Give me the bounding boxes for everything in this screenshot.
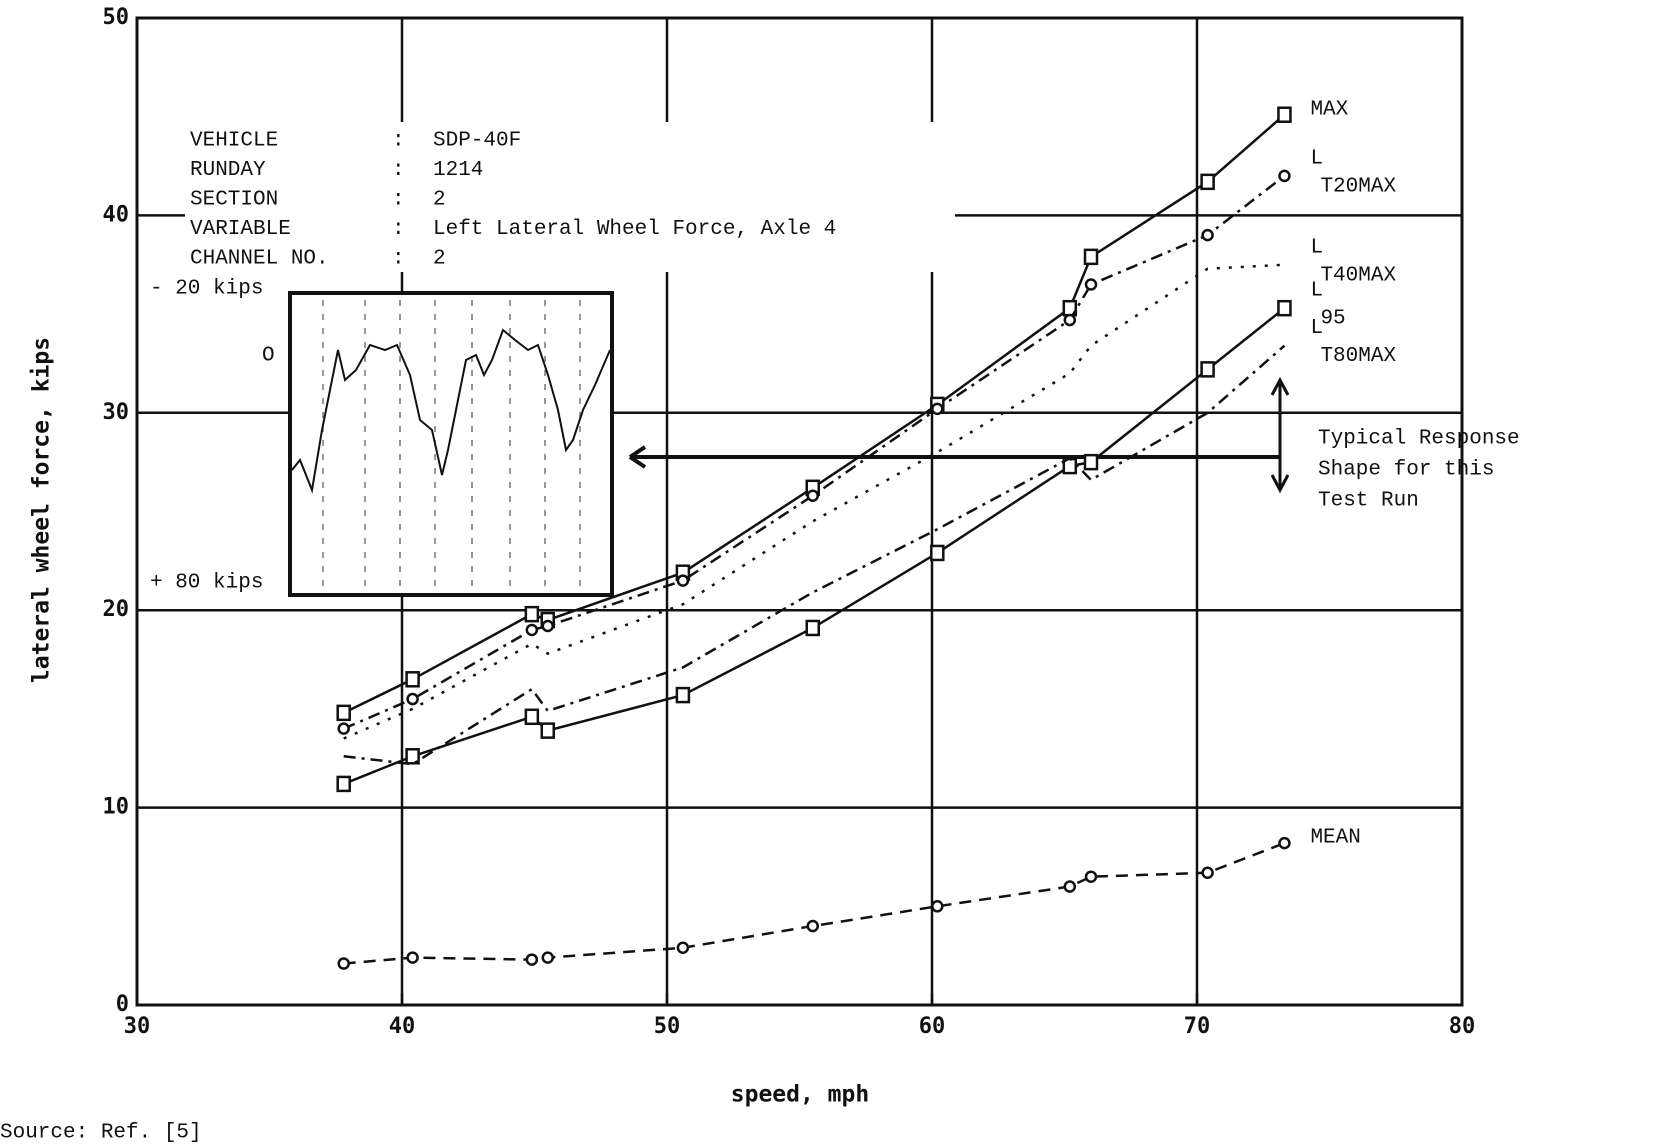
inset-label: O	[262, 345, 275, 368]
point	[407, 672, 419, 686]
point	[1085, 455, 1097, 469]
point	[526, 710, 538, 724]
point	[1065, 882, 1075, 892]
x-tick-label: 80	[1449, 1014, 1476, 1039]
point	[932, 901, 942, 911]
info-value: SDP-40F	[433, 130, 521, 153]
point	[543, 621, 553, 631]
point	[527, 955, 537, 965]
x-tick-label: 30	[124, 1014, 151, 1039]
legend-label: MAX	[1310, 98, 1348, 121]
legend-subscript: T80MAX	[1320, 345, 1396, 368]
chart: speed, mph lateral wheel force, kips - 2…	[0, 0, 1658, 1145]
point	[678, 576, 688, 586]
range-arrow	[1272, 380, 1288, 490]
x-tick-label: 70	[1184, 1014, 1211, 1039]
point	[678, 943, 688, 953]
info-label: SECTION	[190, 189, 278, 212]
legend-label: L	[1310, 280, 1323, 303]
point	[808, 921, 818, 931]
y-axis-label: lateral wheel force, kips	[29, 337, 55, 683]
info-separator: :	[392, 218, 405, 241]
legend-subscript: T20MAX	[1320, 175, 1396, 198]
legend-subscript: 95	[1320, 308, 1345, 331]
point	[1085, 250, 1097, 264]
point	[527, 625, 537, 635]
x-tick-label: 40	[389, 1014, 416, 1039]
legend-label: L	[1310, 236, 1323, 259]
x-tick-label: 60	[919, 1014, 946, 1039]
info-separator: :	[392, 130, 405, 153]
x-axis-label: speed, mph	[731, 1082, 869, 1108]
inset-box	[290, 293, 612, 595]
point	[1065, 315, 1075, 325]
inset-label: + 80 kips	[150, 572, 263, 595]
response-arrow	[630, 447, 1280, 467]
point	[1086, 279, 1096, 289]
point	[1202, 175, 1214, 189]
inset-label: - 20 kips	[150, 278, 263, 301]
info-value: Left Lateral Wheel Force, Axle 4	[433, 218, 836, 241]
info-label: VARIABLE	[190, 218, 291, 241]
series-line	[344, 843, 1285, 963]
info-value: 1214	[433, 159, 483, 182]
point	[339, 959, 349, 969]
info-separator: :	[392, 159, 405, 182]
y-tick-label: 40	[103, 202, 130, 227]
point	[1278, 301, 1290, 315]
x-tick-label: 50	[654, 1014, 681, 1039]
info-label: VEHICLE	[190, 130, 278, 153]
point	[677, 688, 689, 702]
point	[931, 546, 943, 560]
point	[1086, 872, 1096, 882]
point	[1279, 838, 1289, 848]
point	[807, 621, 819, 635]
decor	[185, 122, 1288, 595]
y-tick-label: 10	[103, 795, 130, 820]
y-tick-label: 0	[116, 992, 129, 1017]
point	[526, 607, 538, 621]
point	[1279, 171, 1289, 181]
point	[338, 777, 350, 791]
annotation: Typical Response	[1318, 428, 1520, 451]
point	[338, 706, 350, 720]
point	[1278, 108, 1290, 122]
y-tick-label: 30	[103, 400, 130, 425]
info-separator: :	[392, 189, 405, 212]
y-tick-label: 20	[103, 597, 130, 622]
info-label: CHANNEL NO.	[190, 248, 329, 271]
info-value: 2	[433, 248, 446, 271]
y-tick-label: 50	[103, 5, 130, 30]
point	[408, 694, 418, 704]
point	[339, 724, 349, 734]
point	[542, 724, 554, 738]
source: Source: Ref. [5]	[0, 1122, 202, 1145]
legend-subscript: T40MAX	[1320, 264, 1396, 287]
point	[1202, 362, 1214, 376]
point	[1203, 868, 1213, 878]
legend-label: MEAN	[1310, 827, 1360, 850]
info-separator: :	[392, 248, 405, 271]
point	[1203, 230, 1213, 240]
info-label: RUNDAY	[190, 159, 266, 182]
point	[408, 953, 418, 963]
info-value: 2	[433, 189, 446, 212]
point	[543, 953, 553, 963]
legend-label: L	[1310, 147, 1323, 170]
legend-label: L	[1310, 317, 1323, 340]
annotation: Test Run	[1318, 490, 1419, 513]
point	[808, 491, 818, 501]
point	[932, 404, 942, 414]
annotation: Shape for this	[1318, 459, 1494, 482]
